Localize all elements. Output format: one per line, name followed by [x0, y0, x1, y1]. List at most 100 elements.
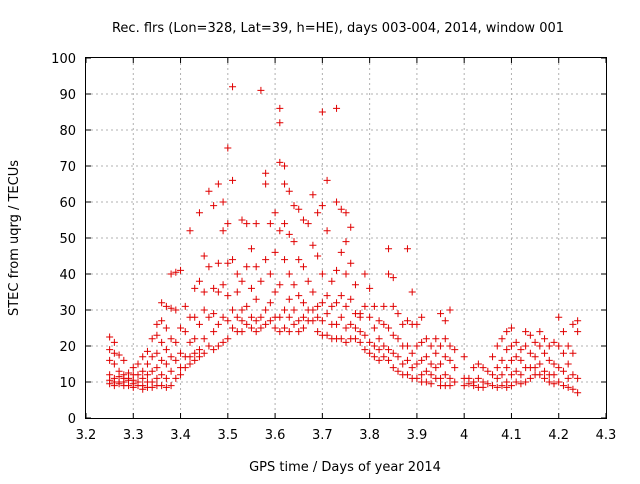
- data-point: [347, 295, 355, 303]
- data-point: [233, 288, 241, 296]
- data-point: [555, 342, 563, 350]
- data-point: [432, 335, 440, 343]
- data-point: [257, 277, 265, 285]
- data-point: [262, 256, 270, 264]
- data-point: [247, 324, 255, 332]
- data-point: [295, 256, 303, 264]
- data-point: [356, 328, 364, 336]
- data-point: [493, 383, 501, 391]
- data-point: [413, 342, 421, 350]
- data-point: [564, 374, 572, 382]
- data-point: [380, 353, 388, 361]
- data-point: [115, 351, 123, 359]
- data-point: [507, 382, 515, 390]
- data-point: [380, 342, 388, 350]
- data-point: [158, 382, 166, 390]
- data-point: [333, 104, 341, 112]
- data-point: [238, 306, 246, 314]
- data-point: [224, 317, 232, 325]
- data-point: [139, 367, 147, 375]
- data-point: [266, 220, 274, 228]
- data-point: [148, 367, 156, 375]
- data-point: [446, 356, 454, 364]
- data-point: [276, 104, 284, 112]
- data-point: [129, 383, 137, 391]
- data-point: [110, 360, 118, 368]
- data-point: [205, 187, 213, 195]
- data-point: [257, 324, 265, 332]
- data-point: [304, 277, 312, 285]
- data-point: [366, 313, 374, 321]
- data-point: [366, 338, 374, 346]
- data-point: [536, 371, 544, 379]
- data-point: [238, 328, 246, 336]
- data-point: [427, 371, 435, 379]
- data-point: [498, 335, 506, 343]
- x-tick-label: 3.8: [359, 428, 380, 443]
- data-point: [210, 310, 218, 318]
- data-point: [210, 202, 218, 210]
- data-point: [522, 378, 530, 386]
- data-point: [342, 338, 350, 346]
- y-tick-label: 30: [59, 304, 76, 319]
- data-point: [545, 378, 553, 386]
- data-point: [162, 360, 170, 368]
- data-point: [507, 371, 515, 379]
- data-point: [489, 382, 497, 390]
- data-point: [399, 360, 407, 368]
- data-point: [195, 277, 203, 285]
- data-point: [550, 360, 558, 368]
- data-point: [167, 353, 175, 361]
- data-point: [484, 380, 492, 388]
- data-point: [522, 342, 530, 350]
- y-tick-label: 50: [59, 232, 76, 247]
- data-point: [333, 320, 341, 328]
- data-point: [446, 342, 454, 350]
- data-point: [413, 320, 421, 328]
- data-point: [314, 209, 322, 217]
- data-point: [262, 306, 270, 314]
- data-point: [342, 209, 350, 217]
- data-point: [351, 281, 359, 289]
- data-point: [219, 227, 227, 235]
- data-point: [271, 248, 279, 256]
- data-point: [408, 349, 416, 357]
- data-point: [214, 259, 222, 267]
- data-point: [422, 378, 430, 386]
- data-point: [214, 320, 222, 328]
- data-point: [418, 338, 426, 346]
- y-axis-label: STEC from uqrg / TECUs: [7, 160, 22, 316]
- data-point: [219, 313, 227, 321]
- y-tick-label: 70: [59, 160, 76, 175]
- data-point: [347, 320, 355, 328]
- data-point: [257, 86, 265, 94]
- data-point: [418, 313, 426, 321]
- data-point: [290, 306, 298, 314]
- data-point: [210, 328, 218, 336]
- data-point: [394, 367, 402, 375]
- data-point: [172, 268, 180, 276]
- x-tick-label: 3.9: [407, 428, 428, 443]
- data-point: [351, 324, 359, 332]
- data-point: [441, 317, 449, 325]
- data-point: [285, 295, 293, 303]
- data-point: [559, 367, 567, 375]
- data-point: [299, 313, 307, 321]
- data-point: [512, 367, 520, 375]
- data-point: [422, 335, 430, 343]
- data-point: [290, 281, 298, 289]
- data-point: [148, 335, 156, 343]
- data-point: [498, 356, 506, 364]
- data-point: [446, 306, 454, 314]
- data-point: [427, 360, 435, 368]
- y-tick-label: 90: [59, 88, 76, 103]
- data-point: [285, 187, 293, 195]
- data-point: [361, 302, 369, 310]
- data-point: [229, 324, 237, 332]
- data-point: [337, 248, 345, 256]
- data-point: [106, 346, 114, 354]
- data-point: [555, 378, 563, 386]
- data-point: [153, 331, 161, 339]
- data-point: [295, 317, 303, 325]
- data-point: [503, 383, 511, 391]
